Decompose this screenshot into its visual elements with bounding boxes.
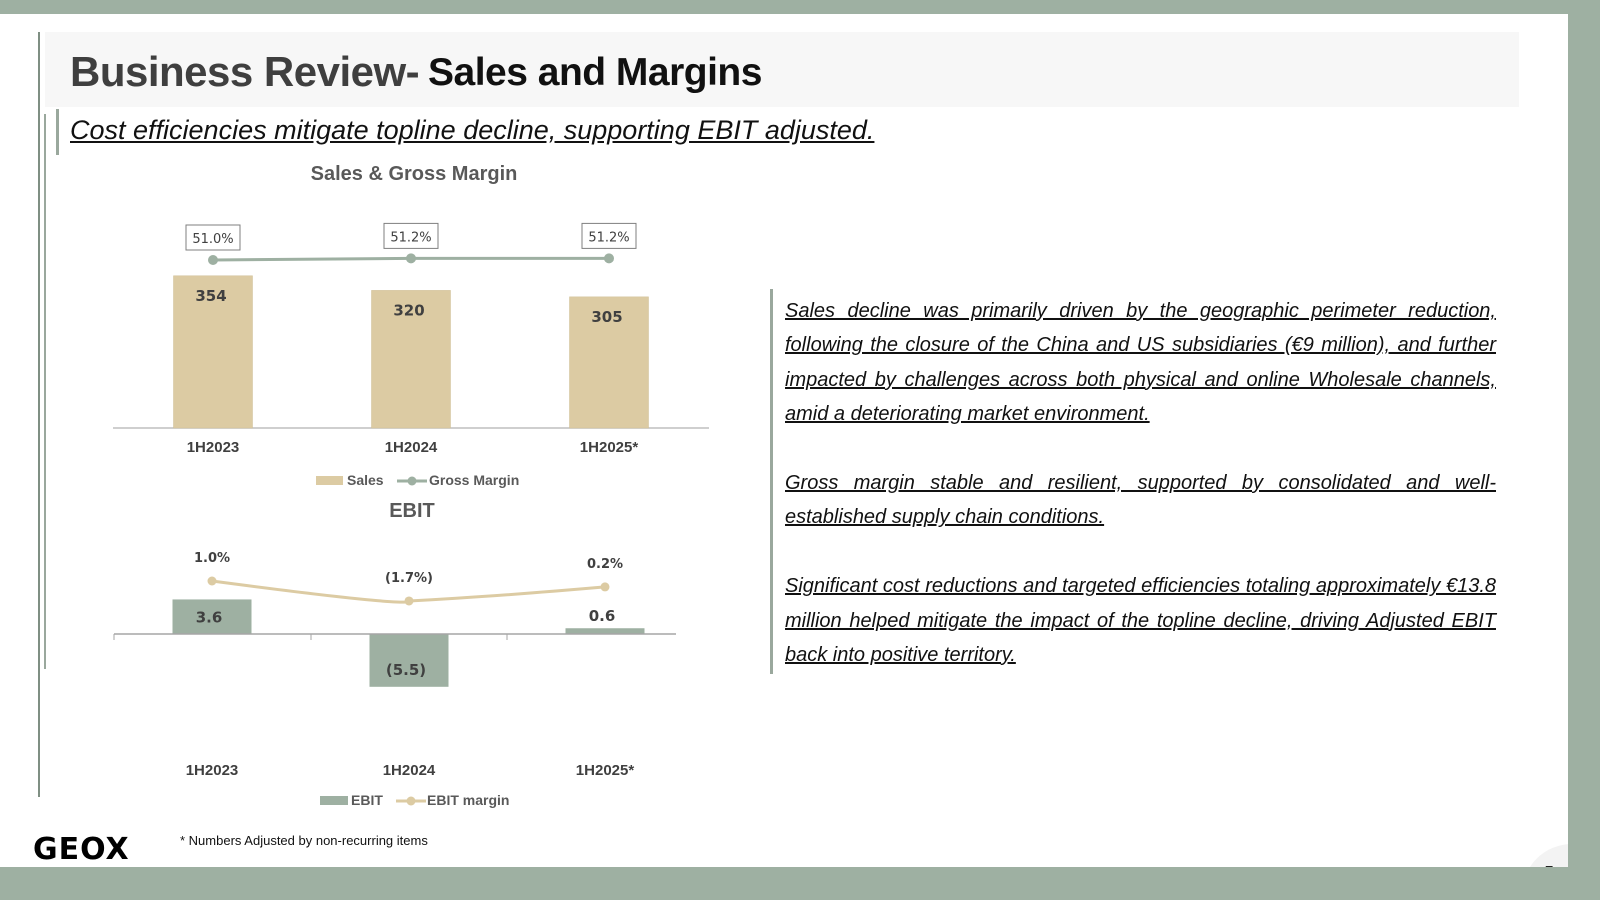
commentary-paragraph-1: Sales decline was primarily driven by th… — [785, 300, 1496, 426]
chart1-legend-sales-swatch — [316, 476, 343, 485]
chart2-category-label: 1H2025* — [576, 762, 635, 779]
chart2-title: EBIT — [389, 500, 435, 522]
subtitle-accent — [56, 109, 59, 155]
text-accent-rule — [770, 289, 773, 674]
chart1-gross-margin-point — [208, 255, 218, 265]
left-rule-inner — [44, 114, 46, 669]
commentary-paragraph-2: Gross margin stable and resilient, suppo… — [785, 472, 1496, 529]
chart2-ebit-label: 0.6 — [589, 607, 616, 625]
chart2-legend-ebit-label: EBIT — [351, 792, 383, 808]
chart2-ebit-label: 3.6 — [196, 609, 223, 627]
subtitle: Cost efficiencies mitigate topline decli… — [70, 115, 875, 145]
chart1-gross-margin-point — [604, 253, 614, 264]
chart1-gross-margin-label: 51.2% — [588, 230, 629, 245]
chart1-sales-bar — [371, 290, 451, 429]
chart2-ebit-margin-label: (1.7%) — [385, 571, 433, 586]
chart1-legend-gm-label: Gross Margin — [429, 472, 519, 488]
chart2-ebit-margin-point — [207, 576, 217, 586]
chart1-sales-bar — [173, 275, 253, 429]
chart2-ebit-bar — [172, 599, 252, 634]
chart1-gross-margin-label-box — [185, 224, 241, 251]
chart1-gross-margin-label-box — [383, 222, 439, 249]
chart2-ebit-margin-point — [404, 596, 414, 606]
chart2-legend-margin-marker — [406, 796, 416, 806]
chart1-sales-label: 320 — [393, 301, 424, 319]
chart1-title: Sales & Gross Margin — [311, 163, 518, 185]
page-title-sub: Sales and Margins — [428, 51, 762, 94]
chart1-sales-label: 305 — [591, 308, 622, 326]
chart1-gross-margin-label: 51.0% — [192, 232, 233, 247]
commentary-paragraph-3: Significant cost reductions and targeted… — [785, 575, 1496, 667]
charts-canvas: Sales & Gross Margin 354 320 305 51.0% 51.2% 5… — [113, 163, 709, 808]
chart1-category-label: 1H2025* — [580, 439, 639, 456]
chart1-legend-sales-label: Sales — [347, 472, 384, 488]
header-bar — [45, 32, 1519, 107]
geox-logo: GEOX — [33, 832, 130, 867]
page-title: Business Review- — [70, 48, 420, 95]
chart2-ebit-margin-label: 1.0% — [194, 551, 230, 566]
chart2-ebit-bar — [369, 634, 449, 687]
chart1-category-label: 1H2024 — [385, 439, 438, 456]
chart2-category-label: 1H2023 — [186, 762, 239, 779]
chart2-ebit-margin-point — [600, 582, 610, 592]
chart1-gross-margin-point — [406, 253, 416, 264]
chart1-gross-margin-label: 51.2% — [390, 230, 431, 245]
chart1-sales-bar — [569, 296, 649, 429]
chart2-category-label: 1H2024 — [383, 762, 436, 779]
chart2-ebit-margin-label: 0.2% — [587, 557, 623, 572]
chart2-ebit-label: (5.5) — [386, 661, 426, 679]
footnote: * Numbers Adjusted by non-recurring item… — [180, 833, 428, 848]
chart2-ebit-bar — [565, 628, 645, 634]
chart2-legend-margin-label: EBIT margin — [427, 792, 509, 808]
left-rule — [38, 32, 40, 797]
chart1-gross-margin-label-box — [581, 222, 637, 249]
slide: Business Review- Sales and Margins Cost … — [0, 14, 1568, 867]
chart1-category-label: 1H2023 — [187, 439, 240, 456]
page-number: 7 — [1545, 863, 1553, 867]
commentary: Sales decline was primarily driven by th… — [785, 294, 1496, 707]
chart1-legend-gm-marker — [407, 476, 417, 486]
chart1-sales-label: 354 — [195, 287, 226, 305]
chart2-legend-ebit-swatch — [320, 796, 348, 805]
